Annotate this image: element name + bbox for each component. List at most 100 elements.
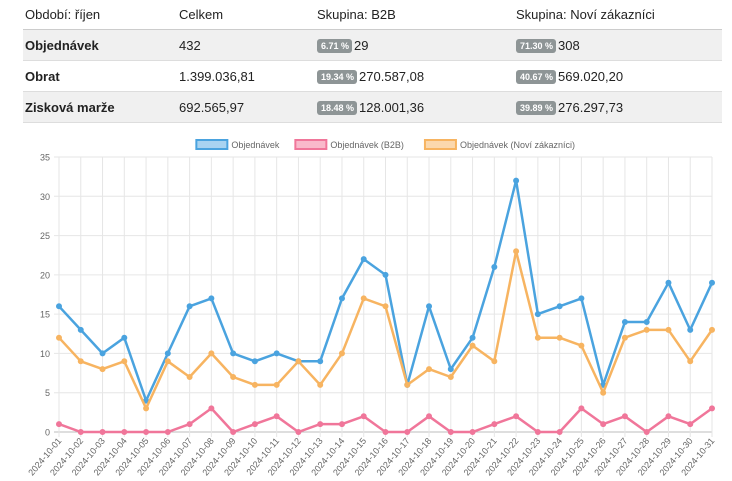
data-point <box>360 295 367 302</box>
data-point <box>164 429 171 435</box>
data-point <box>556 429 563 435</box>
y-tick-label: 15 <box>40 310 50 320</box>
header-new-customers: Skupina: Noví zákazníci <box>514 0 722 30</box>
data-point <box>164 350 171 357</box>
data-point <box>230 429 237 435</box>
data-point <box>338 421 345 428</box>
data-point <box>186 303 193 310</box>
data-point <box>317 381 324 388</box>
data-point <box>534 311 541 318</box>
data-point <box>208 405 215 412</box>
data-point <box>382 271 389 278</box>
data-point <box>426 413 433 420</box>
table-row: Zisková marže 692.565,97 18.48 % 128.001,… <box>23 91 722 123</box>
b2b-value: 128.001,36 <box>359 99 425 115</box>
data-point <box>643 319 650 325</box>
data-point <box>121 358 128 365</box>
legend-label: Objednávek <box>231 140 280 150</box>
data-point <box>360 256 367 263</box>
orders-line-chart: 051015202530352024-10-012024-10-022024-1… <box>26 139 717 478</box>
data-point <box>621 319 628 325</box>
data-point <box>665 279 672 286</box>
data-point <box>600 421 607 428</box>
data-point <box>687 358 694 365</box>
data-point <box>709 326 715 333</box>
data-point <box>251 381 258 388</box>
data-point <box>469 429 476 435</box>
data-point <box>56 334 62 341</box>
data-point <box>534 334 541 341</box>
data-point <box>709 279 715 286</box>
percent-badge: 40.67 % <box>516 69 557 84</box>
table-header-row: Období: říjen Celkem Skupina: B2B Skupin… <box>23 0 722 30</box>
data-point <box>447 374 454 380</box>
table-row: Obrat 1.399.036,81 19.34 % 270.587,08 40.… <box>23 60 722 92</box>
data-point <box>273 381 280 388</box>
data-point <box>687 421 694 428</box>
legend-label: Objednávek (Noví zákazníci) <box>460 140 575 150</box>
y-tick-label: 25 <box>40 231 50 241</box>
data-point <box>687 326 694 333</box>
data-point <box>665 326 672 333</box>
data-point <box>578 342 585 349</box>
data-point <box>186 374 193 380</box>
data-point <box>230 350 237 357</box>
data-point <box>534 429 541 435</box>
data-point <box>338 295 345 302</box>
new-customers-value: 569.020,20 <box>558 68 624 84</box>
data-point <box>447 366 454 373</box>
data-point <box>643 429 650 435</box>
data-point <box>77 429 84 435</box>
data-point <box>230 374 237 380</box>
data-point <box>208 295 215 302</box>
total-value: 1.399.036,81 <box>177 60 315 92</box>
data-point <box>491 264 498 270</box>
data-point <box>491 421 498 428</box>
row-label: Obrat <box>23 60 177 92</box>
data-point <box>513 413 520 420</box>
y-tick-label: 10 <box>40 349 50 359</box>
row-label: Objednávek <box>23 29 177 61</box>
data-point <box>143 405 150 412</box>
y-tick-label: 35 <box>40 153 50 163</box>
data-point <box>404 381 411 388</box>
data-point <box>665 413 672 420</box>
data-point <box>643 326 650 333</box>
data-point <box>317 358 324 365</box>
percent-badge: 39.89 % <box>516 100 557 115</box>
data-point <box>426 303 433 310</box>
data-point <box>99 366 106 373</box>
data-point <box>143 429 150 435</box>
data-point <box>208 350 215 357</box>
series-group <box>56 177 715 404</box>
b2b-value: 270.587,08 <box>359 68 425 84</box>
legend-label: Objednávek (B2B) <box>330 140 404 150</box>
row-label: Zisková marže <box>23 91 177 123</box>
data-point <box>121 429 128 435</box>
data-point <box>556 334 563 341</box>
data-point <box>338 350 345 357</box>
new-customers-value: 308 <box>558 37 580 53</box>
data-point <box>556 303 563 310</box>
y-tick-label: 5 <box>45 388 50 398</box>
data-point <box>382 429 389 435</box>
data-point <box>121 334 128 341</box>
chart-legend: Objednávek Objednávek (B2B) Objednávek (No… <box>195 139 575 150</box>
data-point <box>382 303 389 310</box>
percent-badge: 19.34 % <box>317 69 358 84</box>
data-point <box>621 413 628 420</box>
b2b-value: 29 <box>354 37 369 53</box>
header-period: Období: říjen <box>23 0 177 30</box>
data-point <box>469 334 476 341</box>
data-point <box>621 334 628 341</box>
data-point <box>295 358 302 365</box>
data-point <box>273 350 280 357</box>
data-point <box>578 295 585 302</box>
legend-swatch <box>294 139 328 150</box>
header-b2b: Skupina: B2B <box>315 0 514 30</box>
y-tick-label: 30 <box>40 192 50 202</box>
y-tick-label: 20 <box>40 270 50 280</box>
series-group <box>56 405 715 435</box>
legend-swatch <box>423 139 457 150</box>
data-point <box>404 429 411 435</box>
